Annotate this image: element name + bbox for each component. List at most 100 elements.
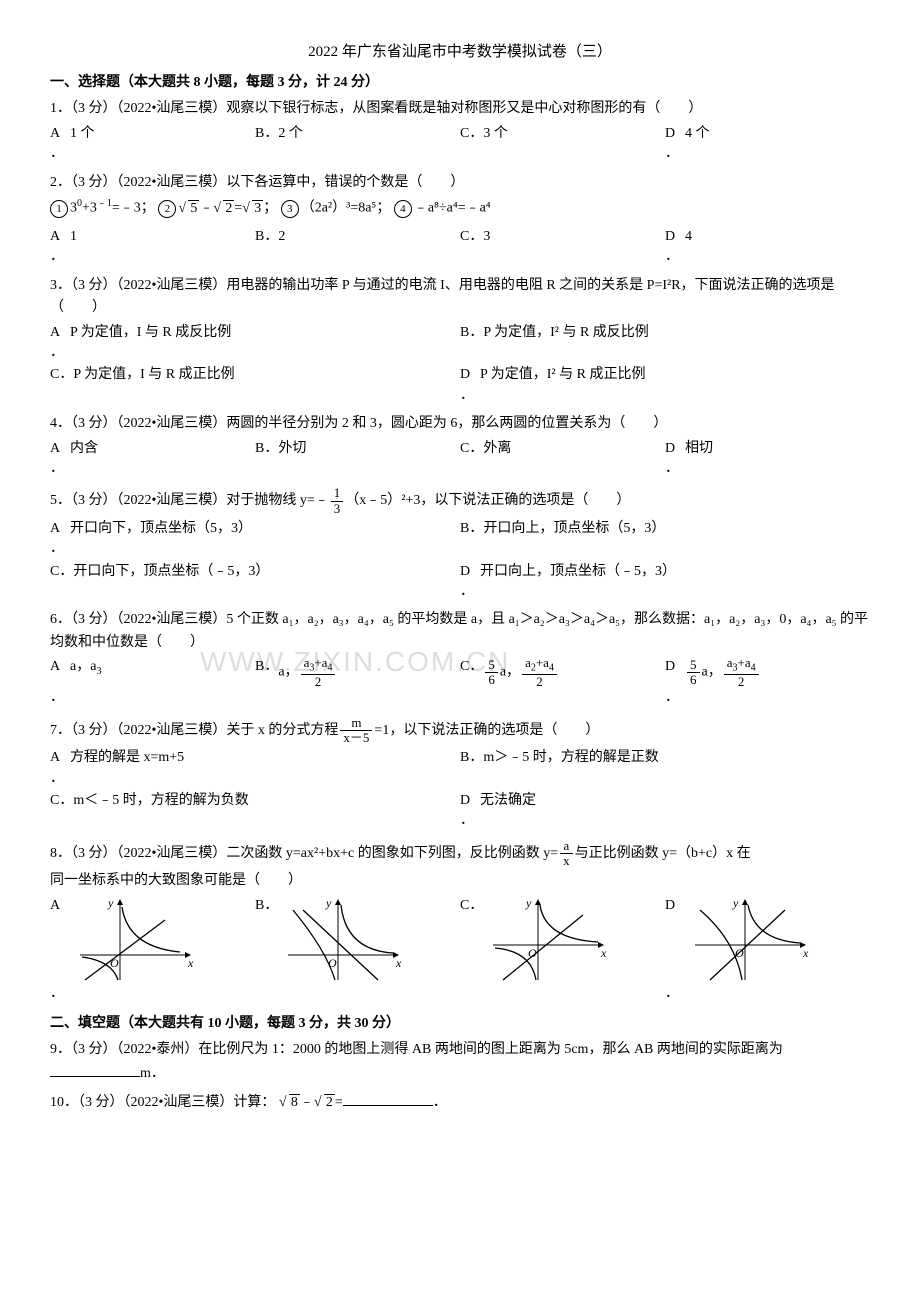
circled-4: 4 bbox=[394, 200, 412, 218]
page-title: 2022 年广东省汕尾市中考数学模拟试卷（三） bbox=[50, 40, 870, 64]
section1-header: 一、选择题（本大题共 8 小题，每题 3 分，计 24 分） bbox=[50, 72, 870, 94]
opt-label: B． bbox=[460, 322, 483, 344]
question-8: 8．（3 分）（2022•汕尾三模）二次函数 y=ax²+bx+c 的图象如下列… bbox=[50, 839, 870, 1005]
opt-label: D bbox=[665, 123, 685, 145]
dot: ． bbox=[665, 687, 679, 709]
dot: ． bbox=[665, 246, 679, 268]
dot: ． bbox=[50, 768, 64, 790]
graph-B: x y O bbox=[278, 895, 408, 985]
q2-text: 2．（3 分）（2022•汕尾三模）以下各运算中，错误的个数是（ ） bbox=[50, 172, 870, 194]
opt-label: C． bbox=[50, 364, 73, 386]
svg-text:y: y bbox=[732, 896, 739, 910]
svg-text:x: x bbox=[395, 956, 402, 970]
opt-label: B． bbox=[460, 518, 483, 540]
q9-suffix: m． bbox=[140, 1066, 165, 1081]
blank-input[interactable] bbox=[50, 1062, 140, 1077]
q1-D: 4 个 bbox=[685, 123, 710, 145]
opt-label: A bbox=[50, 895, 70, 917]
opt-label: C． bbox=[460, 123, 483, 145]
question-4: 4．（3 分）（2022•汕尾三模）两圆的半径分别为 2 和 3，圆心距为 6，… bbox=[50, 413, 870, 480]
opt-label: D bbox=[460, 561, 480, 583]
q5-B: 开口向上，顶点坐标（5，3） bbox=[483, 518, 665, 540]
opt-label: A bbox=[50, 747, 70, 769]
opt-label: A bbox=[50, 123, 70, 145]
q3-text: 3．（3 分）（2022•汕尾三模）用电器的输出功率 P 与通过的电流 I、用电… bbox=[50, 275, 870, 320]
question-9: 9．（3 分）（2022•泰州）在比例尺为 1：2000 的地图上测得 AB 两… bbox=[50, 1039, 870, 1085]
q6-B: a，a3+a42 bbox=[278, 656, 337, 689]
dot: ． bbox=[50, 983, 64, 1005]
question-5: 5．（3 分）（2022•汕尾三模）对于抛物线 y=﹣13（x﹣5）²+3，以下… bbox=[50, 486, 870, 603]
svg-text:x: x bbox=[187, 956, 194, 970]
opt-label: A bbox=[50, 322, 70, 344]
q3-A: P 为定值，I 与 R 成反比例 bbox=[70, 322, 231, 344]
q3-D: P 为定值，I² 与 R 成正比例 bbox=[480, 364, 645, 386]
opt-label: B． bbox=[255, 123, 278, 145]
q1-A: 1 个 bbox=[70, 123, 95, 145]
opt-label: A bbox=[50, 518, 70, 540]
opt-label: C． bbox=[50, 561, 73, 583]
opt-label: B． bbox=[255, 895, 278, 917]
q2-D: 4 bbox=[685, 226, 692, 248]
dot: ． bbox=[665, 983, 679, 1005]
question-10: 10．（3 分）（2022•汕尾三模）计算： 8﹣2=． bbox=[50, 1091, 870, 1114]
q7-text: 7．（3 分）（2022•汕尾三模）关于 x 的分式方程mx－5=1，以下说法正… bbox=[50, 716, 870, 746]
circled-1: 1 bbox=[50, 200, 68, 218]
q5-C: 开口向下，顶点坐标（﹣5，3） bbox=[73, 561, 269, 583]
dot: ． bbox=[460, 385, 474, 407]
q3-C: P 为定值，I 与 R 成正比例 bbox=[73, 364, 234, 386]
q7-B: m＞﹣5 时，方程的解是正数 bbox=[483, 747, 658, 769]
dot: ． bbox=[665, 143, 679, 165]
opt-label: C． bbox=[460, 438, 483, 460]
q1-C: 3 个 bbox=[483, 123, 508, 145]
q2-B: 2 bbox=[278, 226, 285, 248]
opt-label: B． bbox=[460, 747, 483, 769]
graph-A: x y O bbox=[70, 895, 200, 985]
q3-B: P 为定值，I² 与 R 成反比例 bbox=[483, 322, 648, 344]
section2-header: 二、填空题（本大题共有 10 小题，每题 3 分，共 30 分） bbox=[50, 1013, 870, 1035]
circled-3: 3 bbox=[281, 200, 299, 218]
q4-C: 外离 bbox=[483, 438, 511, 460]
q6-text: 6．（3 分）（2022•汕尾三模）5 个正数 a₁，a₂，a₃，a₄，a₅ 的… bbox=[50, 609, 870, 654]
q7-A: 方程的解是 x=m+5 bbox=[70, 747, 184, 769]
q10-prefix: 10．（3 分）（2022•汕尾三模）计算： bbox=[50, 1095, 275, 1110]
svg-text:y: y bbox=[325, 896, 332, 910]
q6-D: 56a，a3+a42 bbox=[685, 656, 761, 689]
q8-text: 8．（3 分）（2022•汕尾三模）二次函数 y=ax²+bx+c 的图象如下列… bbox=[50, 839, 870, 869]
opt-label: C． bbox=[460, 226, 483, 248]
dot: ． bbox=[50, 538, 64, 560]
graph-C: x y O bbox=[483, 895, 613, 985]
opt-label: D bbox=[665, 438, 685, 460]
q2-expr: 130+3﹣1=﹣3； 25﹣2=3； 3（2a²）³=8a⁵； 4﹣a⁸÷a⁴… bbox=[50, 196, 870, 220]
q2-C: 3 bbox=[483, 226, 490, 248]
circled-2: 2 bbox=[158, 200, 176, 218]
opt-label: C． bbox=[50, 790, 73, 812]
q2-A: 1 bbox=[70, 226, 77, 248]
q1-B: 2 个 bbox=[278, 123, 303, 145]
svg-text:y: y bbox=[525, 896, 532, 910]
opt-label: A bbox=[50, 226, 70, 248]
opt-label: A bbox=[50, 656, 70, 689]
dot: ． bbox=[50, 143, 64, 165]
q4-B: 外切 bbox=[278, 438, 306, 460]
blank-input[interactable] bbox=[343, 1091, 433, 1106]
opt-label: C． bbox=[460, 656, 483, 689]
q5-D: 开口向上，顶点坐标（﹣5，3） bbox=[480, 561, 676, 583]
svg-text:y: y bbox=[107, 896, 114, 910]
q9-prefix: 9．（3 分）（2022•泰州）在比例尺为 1：2000 的地图上测得 AB 两… bbox=[50, 1042, 783, 1057]
opt-label: D bbox=[665, 656, 685, 689]
q6-C: 56a，a2+a42 bbox=[483, 656, 559, 689]
question-3: 3．（3 分）（2022•汕尾三模）用电器的输出功率 P 与通过的电流 I、用电… bbox=[50, 275, 870, 407]
dot: ． bbox=[50, 246, 64, 268]
q7-C: m＜﹣5 时，方程的解为负数 bbox=[73, 790, 248, 812]
opt-label: D bbox=[665, 895, 685, 917]
svg-text:x: x bbox=[802, 946, 809, 960]
opt-label: C． bbox=[460, 895, 483, 917]
q6-A: a，a3 bbox=[70, 656, 101, 689]
opt-label: D bbox=[665, 226, 685, 248]
dot: ． bbox=[665, 458, 679, 480]
opt-label: B． bbox=[255, 656, 278, 689]
dot: ． bbox=[50, 458, 64, 480]
q4-A: 内含 bbox=[70, 438, 98, 460]
q10-suffix: ． bbox=[433, 1095, 447, 1110]
question-2: 2．（3 分）（2022•汕尾三模）以下各运算中，错误的个数是（ ） 130+3… bbox=[50, 172, 870, 269]
